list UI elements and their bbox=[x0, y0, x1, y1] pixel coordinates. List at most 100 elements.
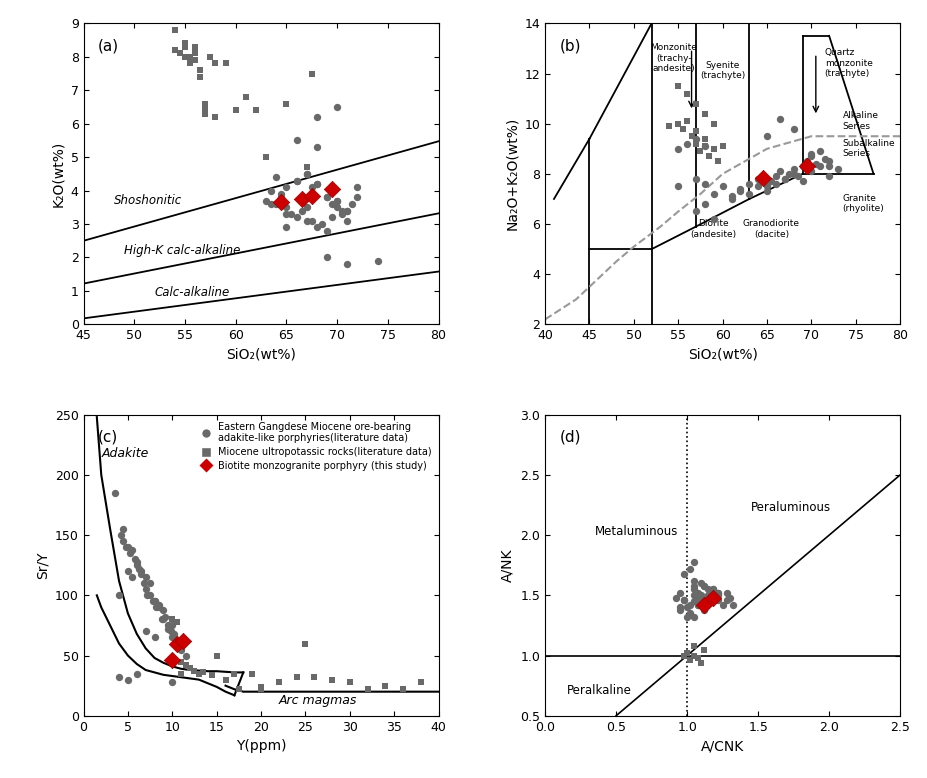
Text: Syenite
(trachyte): Syenite (trachyte) bbox=[699, 61, 744, 80]
Point bbox=[705, 594, 719, 606]
Point bbox=[165, 676, 180, 689]
Point bbox=[349, 191, 364, 204]
X-axis label: SiO₂(wt%): SiO₂(wt%) bbox=[226, 348, 296, 362]
Point bbox=[715, 180, 730, 193]
Point bbox=[759, 130, 774, 142]
Point bbox=[688, 97, 703, 110]
Point bbox=[335, 205, 349, 217]
Point bbox=[173, 655, 188, 668]
Point bbox=[165, 613, 180, 626]
Point bbox=[121, 541, 135, 553]
Point bbox=[688, 205, 703, 218]
Point bbox=[750, 180, 765, 193]
Point bbox=[193, 71, 208, 83]
Point bbox=[661, 120, 676, 132]
Point bbox=[309, 177, 324, 190]
Point bbox=[127, 553, 142, 566]
Point bbox=[335, 208, 349, 220]
Point bbox=[732, 185, 747, 198]
Point bbox=[129, 555, 144, 568]
Point bbox=[710, 587, 725, 599]
Point bbox=[686, 580, 701, 592]
Point bbox=[693, 577, 708, 590]
Point bbox=[794, 175, 809, 187]
Point bbox=[705, 187, 720, 200]
Point bbox=[259, 194, 273, 207]
Point bbox=[294, 205, 309, 217]
Point bbox=[697, 140, 712, 152]
Point bbox=[228, 104, 243, 117]
Point bbox=[147, 595, 162, 608]
Point bbox=[705, 583, 719, 595]
Point bbox=[196, 666, 210, 678]
Point bbox=[263, 198, 278, 210]
Point bbox=[785, 163, 800, 175]
Point bbox=[681, 562, 696, 575]
Point bbox=[345, 198, 360, 210]
Point bbox=[395, 683, 410, 696]
Point bbox=[231, 683, 246, 696]
Point bbox=[705, 142, 720, 155]
Point bbox=[111, 671, 126, 683]
Point bbox=[700, 594, 715, 606]
Point bbox=[309, 177, 324, 190]
Point bbox=[203, 51, 218, 63]
Point bbox=[107, 487, 121, 499]
Point bbox=[298, 167, 313, 180]
Point bbox=[679, 647, 693, 660]
Point bbox=[309, 110, 324, 123]
Y-axis label: A/NK: A/NK bbox=[501, 548, 514, 582]
Point bbox=[696, 604, 711, 616]
X-axis label: A/CNK: A/CNK bbox=[700, 739, 743, 753]
Point bbox=[298, 215, 313, 227]
Point bbox=[304, 189, 319, 202]
Point bbox=[686, 611, 701, 623]
Point bbox=[197, 107, 212, 120]
Text: High-K calc-alkaline: High-K calc-alkaline bbox=[124, 244, 240, 258]
Point bbox=[691, 599, 705, 612]
Point bbox=[820, 160, 835, 173]
Point bbox=[273, 187, 288, 200]
Text: Quartz
monzonite
(trachyte): Quartz monzonite (trachyte) bbox=[824, 48, 871, 79]
Point bbox=[741, 187, 756, 200]
Point bbox=[812, 145, 827, 157]
Point bbox=[817, 152, 832, 165]
Point bbox=[688, 125, 703, 138]
Point bbox=[697, 140, 712, 152]
Point bbox=[125, 543, 140, 555]
Point bbox=[696, 599, 711, 612]
Point bbox=[750, 173, 765, 185]
Point bbox=[169, 637, 184, 650]
Text: (b): (b) bbox=[559, 38, 580, 54]
Point bbox=[298, 637, 312, 650]
Point bbox=[686, 555, 701, 568]
Point bbox=[693, 657, 708, 669]
Point bbox=[218, 58, 233, 70]
Point bbox=[140, 589, 155, 601]
Point bbox=[670, 80, 685, 93]
Text: Subalkaline
Series: Subalkaline Series bbox=[842, 139, 895, 158]
Text: Granodiorite
(dacite): Granodiorite (dacite) bbox=[743, 219, 799, 239]
Y-axis label: Na₂O+K₂O(wt%): Na₂O+K₂O(wt%) bbox=[504, 117, 518, 230]
Point bbox=[696, 599, 711, 612]
Point bbox=[148, 601, 163, 614]
Point bbox=[129, 559, 144, 572]
Point bbox=[803, 148, 818, 160]
Point bbox=[781, 167, 795, 180]
Point bbox=[785, 122, 800, 135]
Text: Monzonite
(trachy-
andesite): Monzonite (trachy- andesite) bbox=[650, 44, 696, 73]
Point bbox=[692, 145, 707, 157]
Point bbox=[147, 631, 162, 643]
Point bbox=[197, 97, 212, 110]
Point bbox=[759, 185, 774, 198]
Point bbox=[156, 604, 171, 616]
Point bbox=[122, 547, 137, 559]
Point bbox=[679, 115, 693, 128]
Point bbox=[208, 110, 222, 123]
Point bbox=[686, 575, 701, 587]
Point bbox=[273, 196, 288, 209]
Point bbox=[163, 626, 178, 638]
Point bbox=[183, 661, 197, 674]
Point bbox=[298, 161, 313, 173]
Point bbox=[696, 580, 711, 592]
